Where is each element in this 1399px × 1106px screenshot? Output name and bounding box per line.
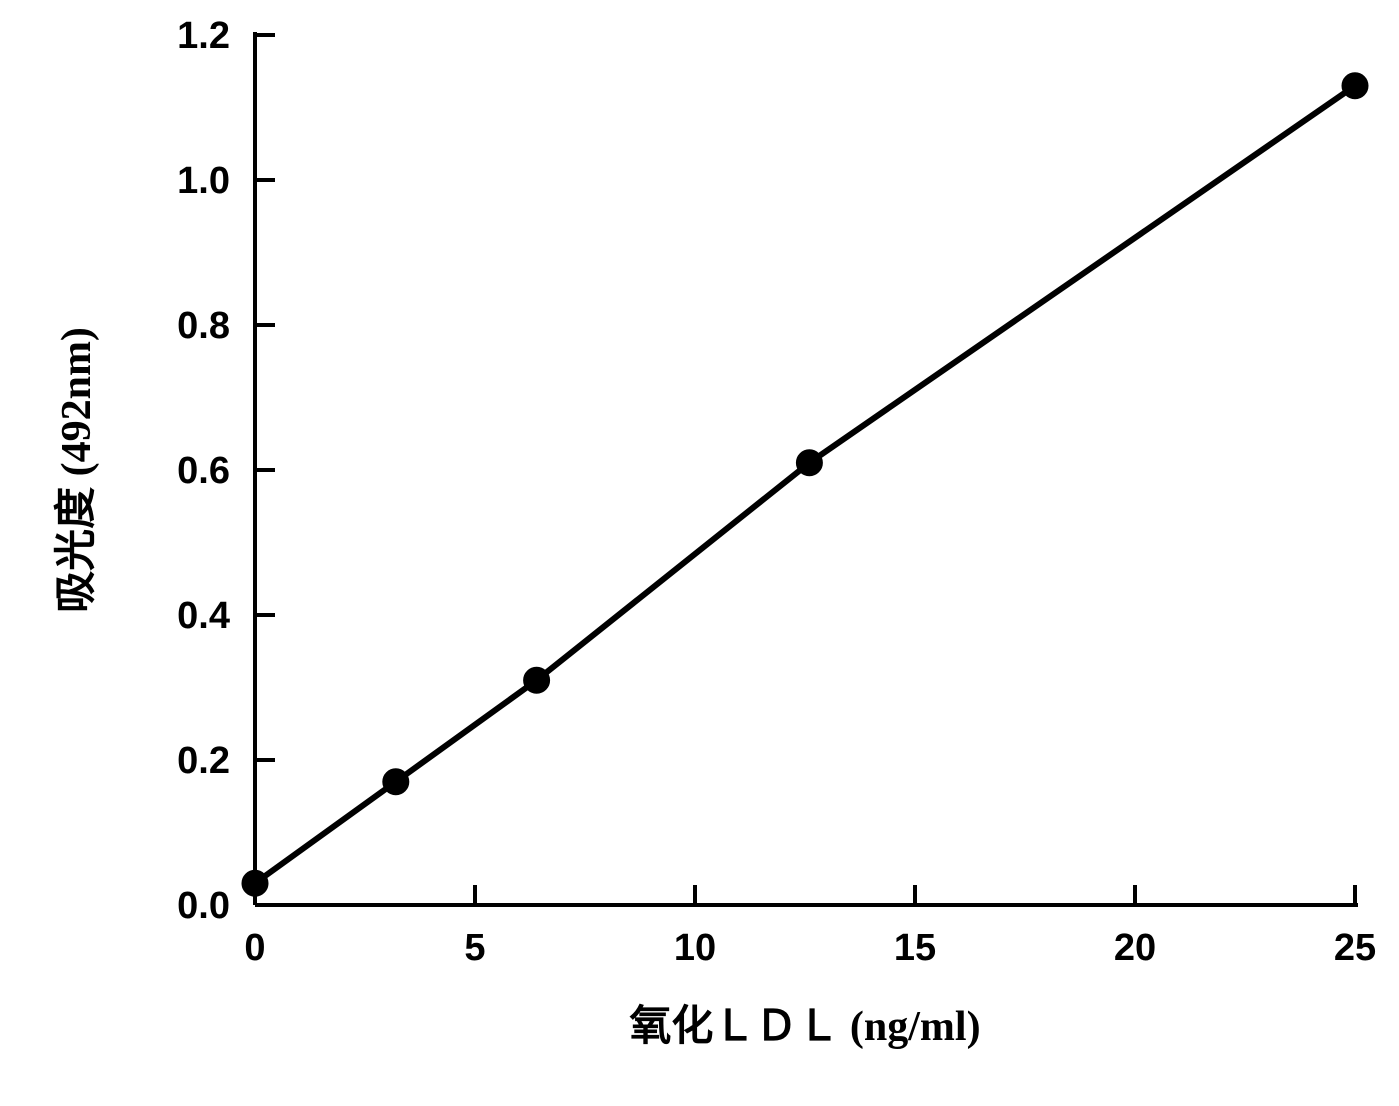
y-tick-label: 0.8 <box>177 305 230 347</box>
data-marker <box>1342 73 1368 99</box>
data-marker <box>796 450 822 476</box>
x-tick-label: 25 <box>1334 927 1376 969</box>
y-tick-label: 1.2 <box>177 15 230 57</box>
data-marker <box>383 769 409 795</box>
y-tick-label: 0.4 <box>177 595 230 637</box>
x-axis-label: 氧化ＬＤＬ (ng/ml) <box>629 1003 980 1050</box>
y-tick-label: 0.2 <box>177 740 230 782</box>
y-axis-label: 吸光度 (492nm) <box>53 327 100 613</box>
data-marker <box>242 870 268 896</box>
data-line <box>255 86 1355 884</box>
x-tick-label: 20 <box>1114 927 1156 969</box>
x-tick-label: 5 <box>464 927 485 969</box>
x-tick-label: 0 <box>244 927 265 969</box>
y-tick-label: 1.0 <box>177 160 230 202</box>
x-tick-label: 15 <box>894 927 936 969</box>
x-tick-label: 10 <box>674 927 716 969</box>
y-tick-label: 0.0 <box>177 885 230 927</box>
data-marker <box>524 667 550 693</box>
y-tick-label: 0.6 <box>177 450 230 492</box>
line-chart: 0 5 10 15 20 25 0.0 0.2 0.4 0.6 0.8 1.0 1.2 氧化ＬＤＬ (ng… <box>0 0 1399 1106</box>
chart-container: 0 5 10 15 20 25 0.0 0.2 0.4 0.6 0.8 1.0 1.2 氧化ＬＤＬ (ng… <box>0 0 1399 1106</box>
